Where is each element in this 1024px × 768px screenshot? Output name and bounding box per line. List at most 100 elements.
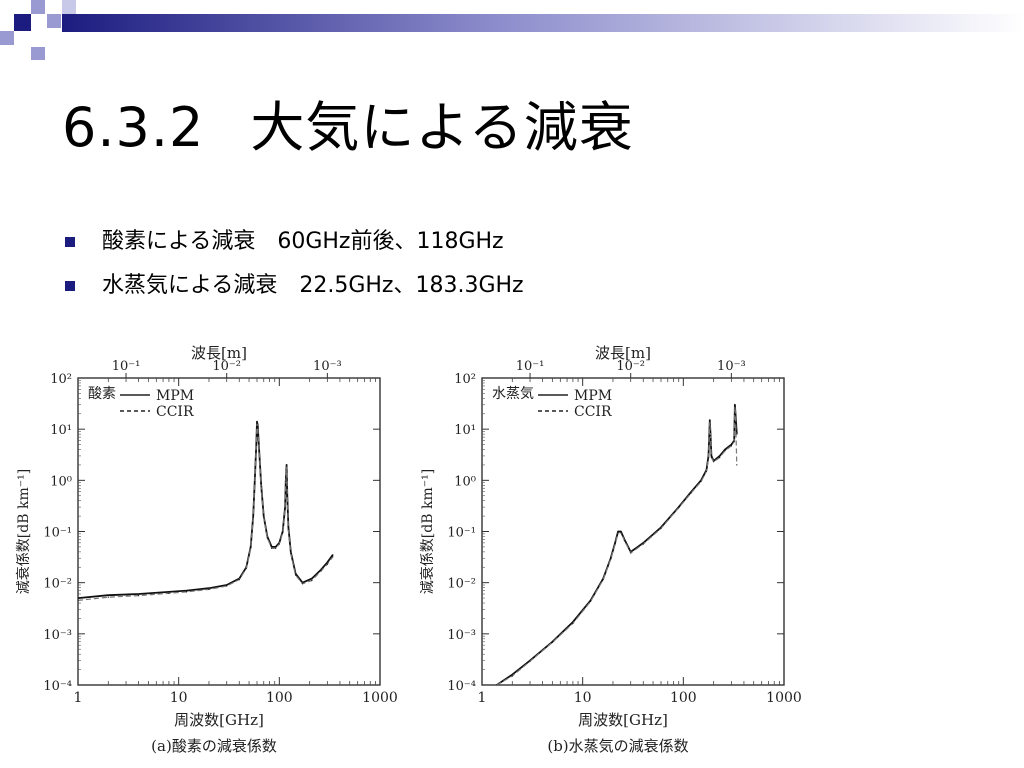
x-tick-label: 10 — [574, 690, 592, 706]
data-point — [707, 456, 710, 459]
data-point — [250, 546, 252, 548]
data-point — [287, 528, 289, 530]
bullet-value: 22.5GHz、183.3GHz — [299, 273, 524, 298]
y-tick-label: 10⁻³ — [447, 628, 476, 643]
data-point — [256, 421, 258, 423]
data-point — [271, 546, 273, 548]
data-point — [275, 547, 277, 549]
y-tick-label: 10⁻¹ — [43, 526, 72, 541]
data-point — [168, 592, 170, 594]
data-point — [617, 530, 619, 533]
data-point — [623, 539, 625, 541]
decor-square — [14, 14, 31, 31]
data-point — [311, 578, 313, 580]
data-point — [710, 456, 712, 459]
decor-band — [62, 14, 1024, 32]
data-point — [572, 622, 574, 624]
decor-square — [62, 0, 76, 14]
data-point — [642, 543, 644, 545]
data-point — [258, 450, 260, 452]
x-tick-label: 100 — [670, 690, 697, 706]
data-point — [263, 516, 265, 518]
data-point — [719, 455, 721, 457]
decor-square — [0, 31, 14, 45]
slide-title: 6.3.2 大気による減衰 — [62, 96, 634, 160]
data-point — [282, 532, 284, 534]
data-point — [529, 660, 531, 662]
y-tick-label: 10² — [50, 372, 72, 387]
data-point — [311, 579, 313, 582]
x-axis-label: 周波数[GHz] — [174, 711, 264, 729]
data-point — [252, 516, 254, 518]
data-point — [275, 546, 277, 548]
data-point — [709, 421, 711, 423]
data-point — [724, 448, 726, 451]
x-axis-label: 周波数[GHz] — [578, 711, 668, 729]
data-point — [660, 527, 662, 529]
data-point — [710, 455, 712, 457]
bullet-item: 酸素による減衰 60GHz前後、118GHz — [62, 228, 524, 256]
data-point — [708, 435, 710, 437]
data-point — [295, 574, 297, 576]
data-point — [284, 508, 286, 510]
y-tick-label: 10⁰ — [50, 474, 72, 489]
data-point — [614, 543, 616, 545]
data-point — [260, 486, 262, 488]
y-axis-label: 減衰係数[dB km⁻¹] — [419, 469, 436, 594]
data-point — [730, 445, 732, 447]
chart-oxygen-attenuation: 1 10 100 1000 10⁻⁴ 10⁻³ 10⁻² 10⁻¹ 10⁰ 10¹ 10² 波長[m]… — [8, 338, 398, 758]
data-point — [290, 551, 292, 553]
chart-caption: (b)水蒸気の減衰係数 — [547, 737, 688, 755]
header-decoration — [0, 0, 1024, 60]
data-point — [730, 444, 732, 446]
series-group — [496, 403, 738, 685]
data-point — [551, 641, 553, 643]
legend-title: 水蒸気 — [492, 386, 534, 402]
data-point — [266, 537, 268, 539]
data-point — [255, 444, 257, 447]
data-point — [713, 461, 715, 463]
y-tick-label: 10⁻¹ — [447, 526, 476, 541]
bullet-value: 60GHz前後、118GHz — [277, 229, 504, 254]
top-axis-label: 波長[m] — [191, 344, 247, 362]
data-point — [238, 579, 240, 581]
data-point — [290, 553, 292, 555]
data-point — [590, 600, 592, 602]
data-point — [705, 470, 708, 472]
data-point — [295, 573, 297, 575]
data-point — [734, 414, 737, 416]
data-point — [736, 464, 738, 466]
chart-caption: (a)酸素の減衰係数 — [151, 737, 277, 755]
data-point — [226, 585, 228, 587]
plot-frame — [481, 377, 785, 686]
legend-title: 酸素 — [88, 386, 116, 402]
bullet-list: 酸素による減衰 60GHz前後、118GHz 水蒸気による減衰 22.5GHz、18… — [62, 228, 524, 316]
data-point — [630, 552, 632, 554]
data-point — [719, 456, 721, 459]
y-tick-label: 10⁰ — [454, 474, 476, 489]
top-tick-label: 10⁻² — [212, 359, 241, 374]
x-tick-label: 10 — [170, 690, 188, 706]
data-point — [286, 495, 288, 497]
top-tick-label: 10⁻³ — [717, 359, 746, 374]
series-group — [78, 420, 334, 601]
data-point — [301, 583, 304, 585]
decor-square — [31, 47, 45, 60]
data-point — [733, 441, 735, 443]
data-point — [257, 426, 259, 428]
data-point — [263, 515, 265, 517]
data-point — [226, 584, 228, 586]
data-point — [620, 530, 622, 533]
bullet-square-icon — [65, 281, 75, 291]
top-axis-label: 波長[m] — [595, 344, 651, 362]
data-point — [78, 597, 79, 599]
data-point — [286, 465, 288, 467]
top-tick-label: 10⁻¹ — [112, 359, 141, 374]
data-point — [614, 542, 616, 544]
data-point — [278, 543, 280, 545]
data-point — [287, 526, 289, 528]
data-point — [709, 419, 711, 421]
data-point — [107, 596, 109, 598]
data-point — [186, 590, 188, 592]
